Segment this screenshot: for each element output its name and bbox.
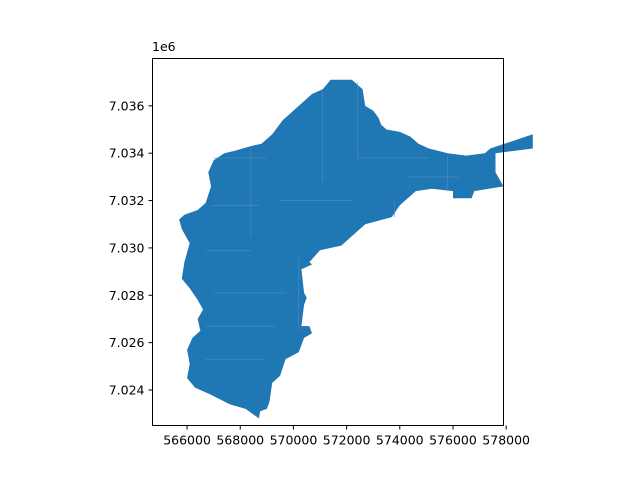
plot-area (179, 79, 533, 419)
axes-frame (152, 58, 504, 426)
y-tick-label: 7.032 (109, 193, 145, 208)
internal-boundaries (205, 82, 459, 360)
x-tick-label: 578000 (482, 433, 530, 448)
region-polygon (179, 79, 533, 419)
y-tick-label: 7.028 (109, 288, 145, 303)
x-tick-label: 568000 (216, 433, 264, 448)
y-axis-ticks: 7.024 7.026 7.028 7.030 7.032 7.034 7.036 (109, 98, 153, 397)
y-tick-label: 7.034 (109, 146, 145, 161)
x-axis-ticks: 566000 568000 570000 572000 574000 576000 5780… (163, 425, 530, 448)
x-tick-label: 566000 (163, 433, 211, 448)
y-tick-label: 7.036 (109, 98, 145, 113)
y-tick-label: 7.024 (109, 382, 145, 397)
x-tick-label: 576000 (429, 433, 477, 448)
y-offset-label: 1e6 (152, 39, 176, 54)
x-tick-label: 574000 (376, 433, 424, 448)
y-tick-label: 7.026 (109, 335, 145, 350)
x-tick-label: 572000 (323, 433, 371, 448)
y-tick-label: 7.030 (109, 240, 145, 255)
x-tick-label: 570000 (270, 433, 318, 448)
